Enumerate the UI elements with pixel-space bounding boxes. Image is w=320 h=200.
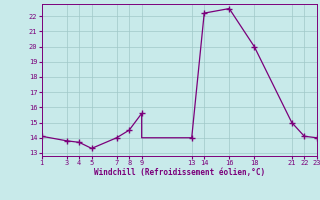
X-axis label: Windchill (Refroidissement éolien,°C): Windchill (Refroidissement éolien,°C): [94, 168, 265, 177]
